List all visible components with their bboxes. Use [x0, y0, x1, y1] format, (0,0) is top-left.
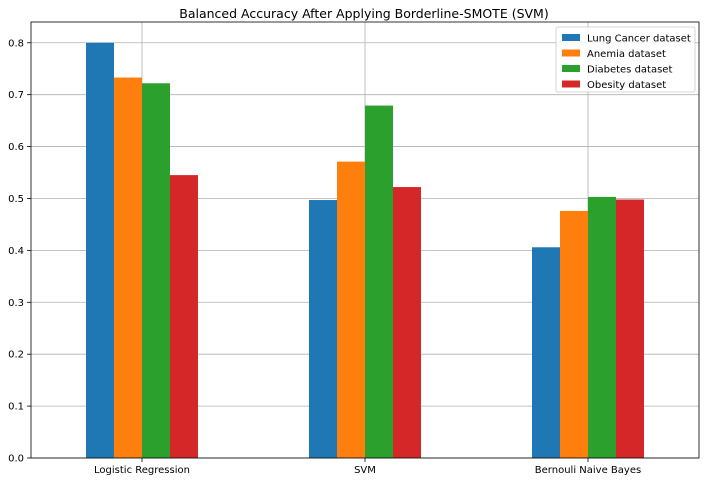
- y-axis: 0.0 0.1 0.2 0.3 0.4 0.5 0.6 0.7 0.8: [8, 38, 31, 465]
- y-tick-label: 0.6: [8, 142, 24, 153]
- y-tick-label: 0.7: [8, 90, 24, 101]
- y-tick-label: 0.4: [8, 246, 24, 257]
- legend-swatch: [562, 34, 580, 41]
- bars: [86, 42, 644, 459]
- legend-swatch: [562, 49, 580, 57]
- y-tick-label: 0.8: [8, 38, 24, 49]
- y-tick-label: 0.3: [8, 298, 24, 309]
- bar: [170, 175, 198, 458]
- legend-label: Diabetes dataset: [587, 65, 672, 76]
- legend-label: Anemia dataset: [587, 49, 666, 60]
- y-tick-label: 0.2: [8, 350, 24, 361]
- y-tick-label: 0.0: [8, 454, 24, 465]
- bar: [588, 196, 616, 458]
- legend: Lung Cancer dataset Anemia dataset Diabete…: [555, 26, 696, 93]
- bar: [142, 83, 170, 458]
- y-tick-label: 0.5: [8, 194, 24, 205]
- x-axis: Logistic Regression SVM Bernouli Naive Bay…: [94, 458, 641, 476]
- bar: [309, 200, 337, 459]
- chart-title: Balanced Accuracy After Applying Borderl…: [179, 6, 548, 21]
- x-tick-label: Logistic Regression: [94, 465, 190, 476]
- bar: [393, 187, 421, 459]
- legend-label: Lung Cancer dataset: [587, 34, 691, 45]
- y-tick-label: 0.1: [8, 402, 24, 413]
- bar: [337, 161, 365, 458]
- bar: [114, 77, 142, 459]
- bar: [560, 210, 588, 458]
- bar: [365, 105, 393, 459]
- x-tick-label: Bernouli Naive Bayes: [535, 465, 641, 476]
- legend-frame: [555, 26, 696, 93]
- bar: [532, 247, 560, 458]
- bar: [86, 42, 114, 459]
- legend-swatch: [562, 65, 580, 72]
- bar: [616, 199, 644, 458]
- legend-label: Obesity dataset: [587, 80, 666, 91]
- legend-swatch: [562, 80, 580, 88]
- x-tick-label: SVM: [354, 465, 376, 476]
